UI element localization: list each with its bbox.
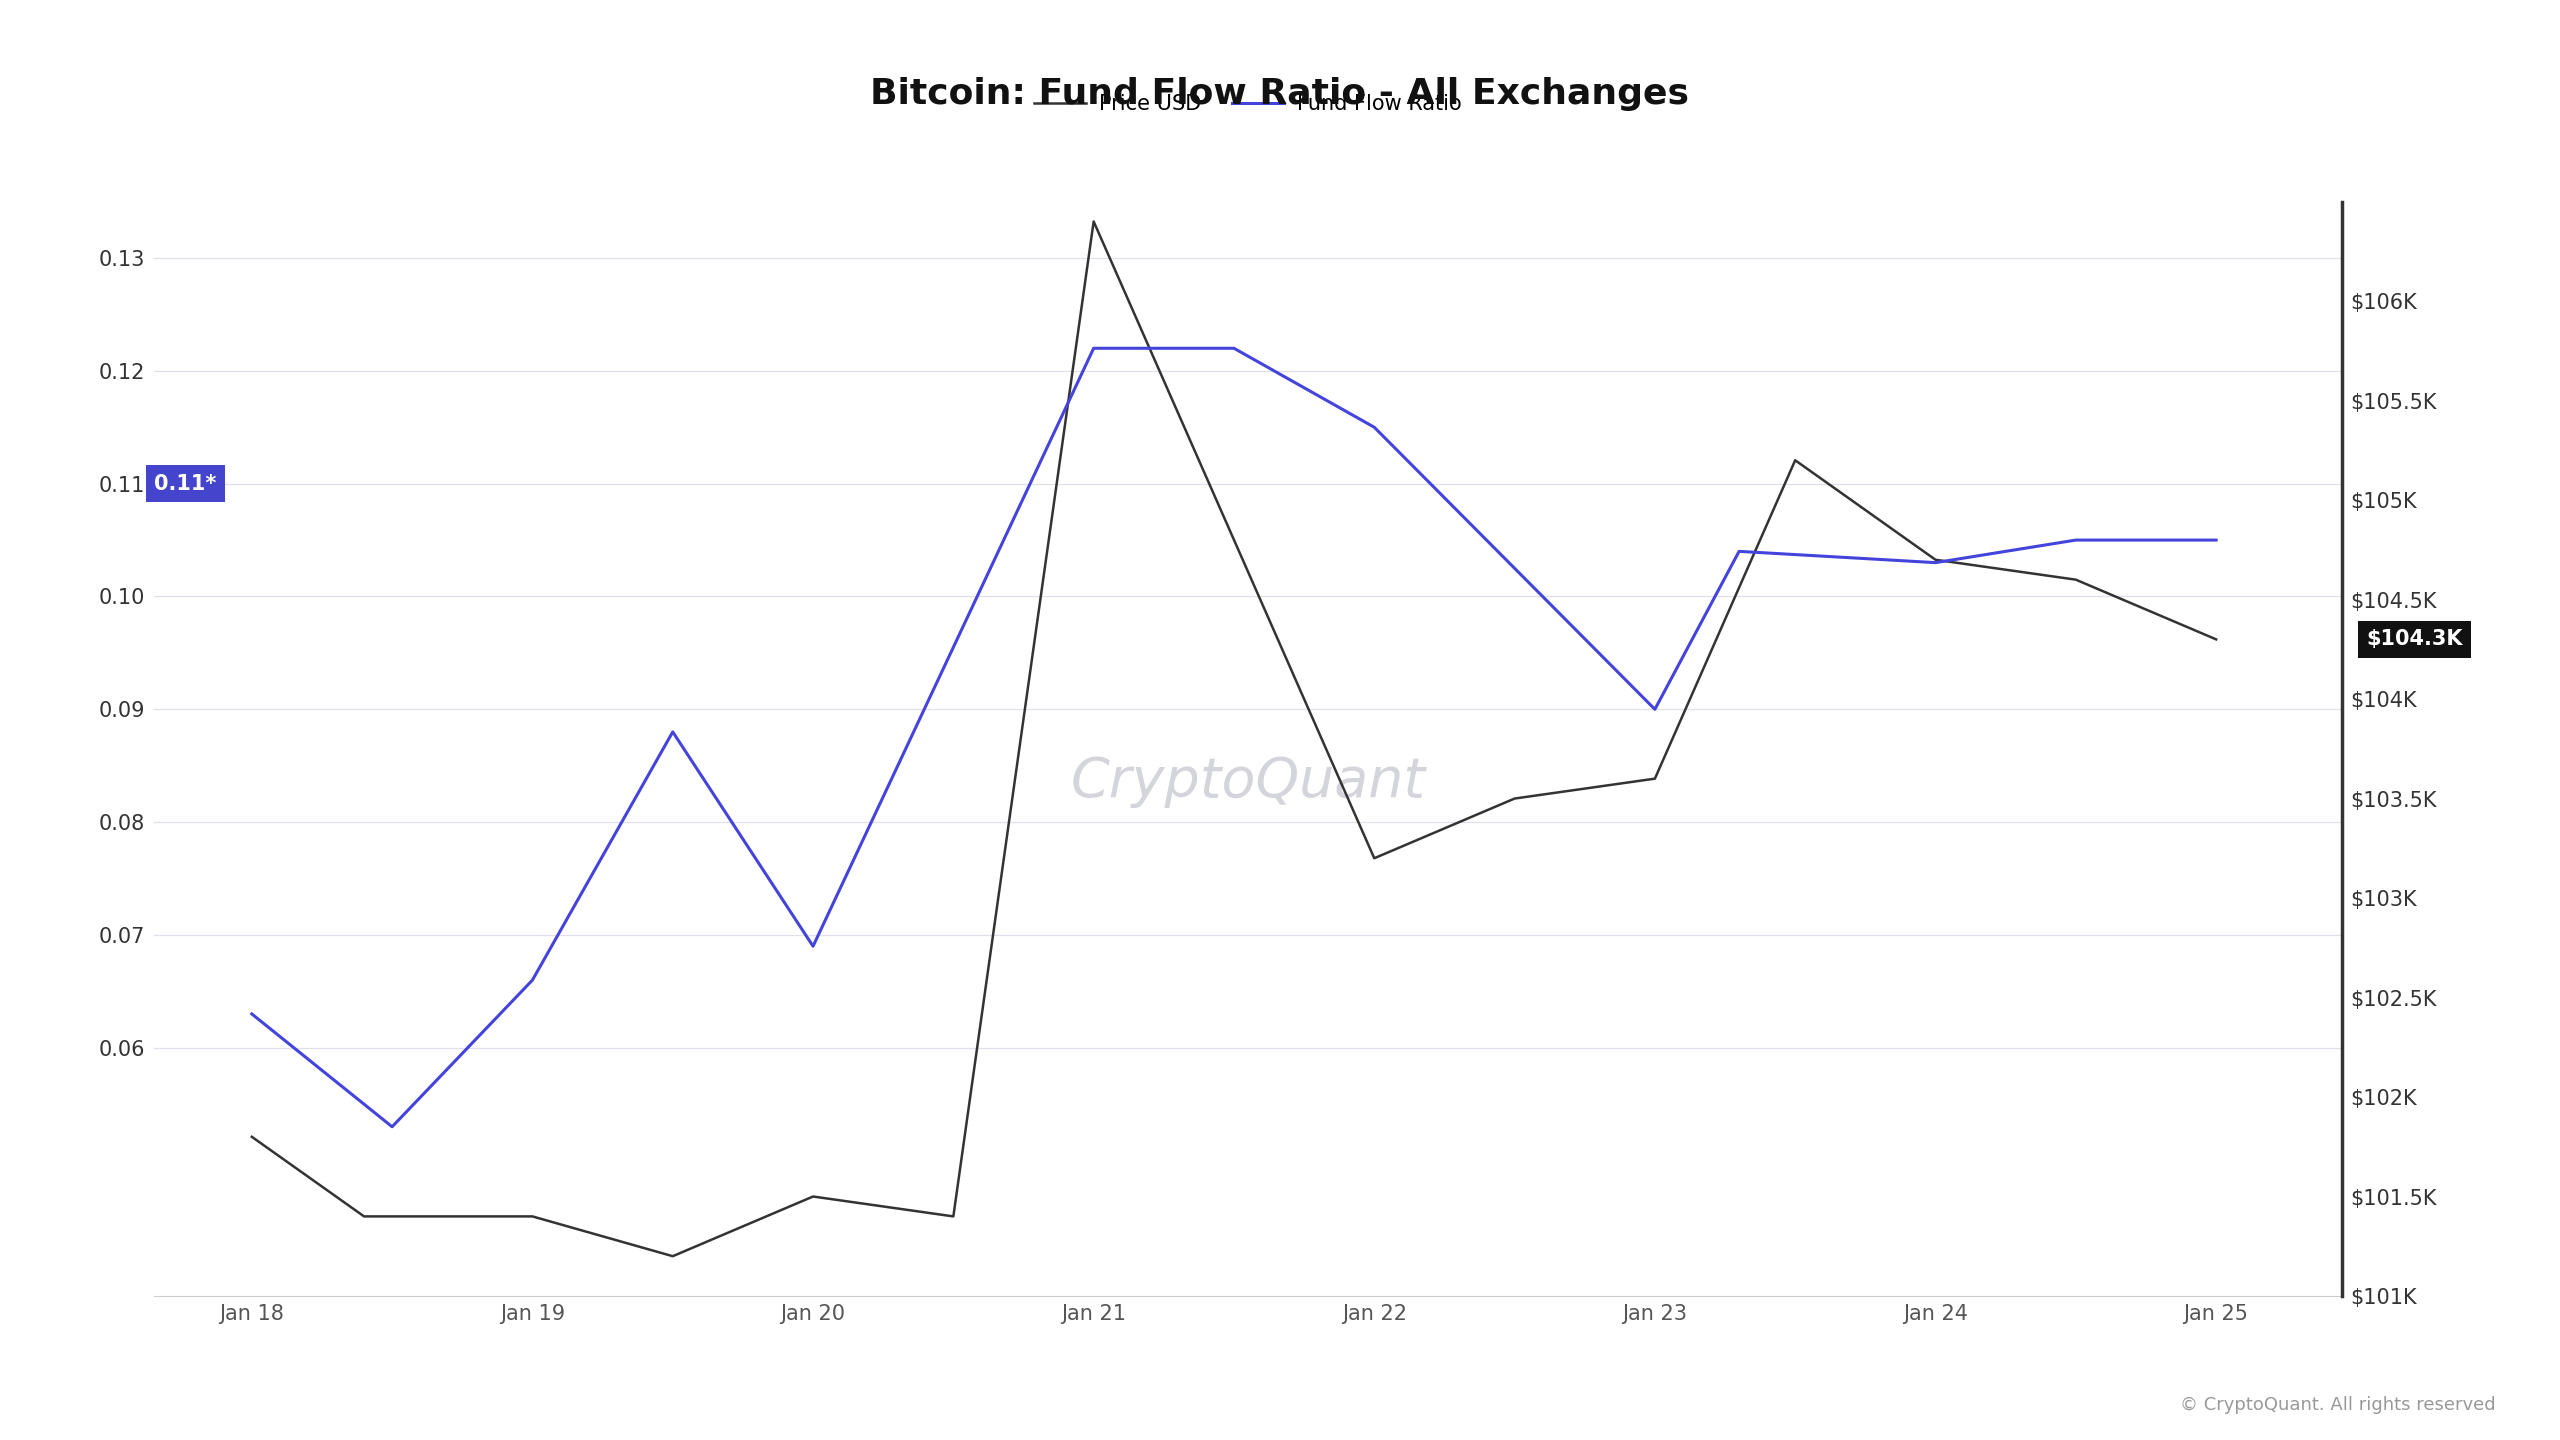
Text: CryptoQuant: CryptoQuant [1070,755,1426,808]
Legend: Price USD, Fund Flow Ratio: Price USD, Fund Flow Ratio [1027,86,1469,122]
Text: $104.3K: $104.3K [2365,629,2463,649]
Text: Bitcoin: Fund Flow Ratio - All Exchanges: Bitcoin: Fund Flow Ratio - All Exchanges [870,76,1690,111]
Text: 0.11*: 0.11* [154,474,218,494]
Text: © CryptoQuant. All rights reserved: © CryptoQuant. All rights reserved [2181,1397,2496,1414]
